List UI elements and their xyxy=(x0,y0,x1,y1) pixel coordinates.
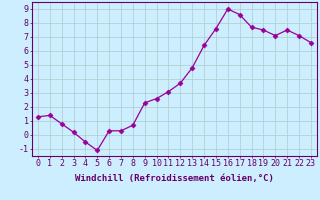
X-axis label: Windchill (Refroidissement éolien,°C): Windchill (Refroidissement éolien,°C) xyxy=(75,174,274,183)
